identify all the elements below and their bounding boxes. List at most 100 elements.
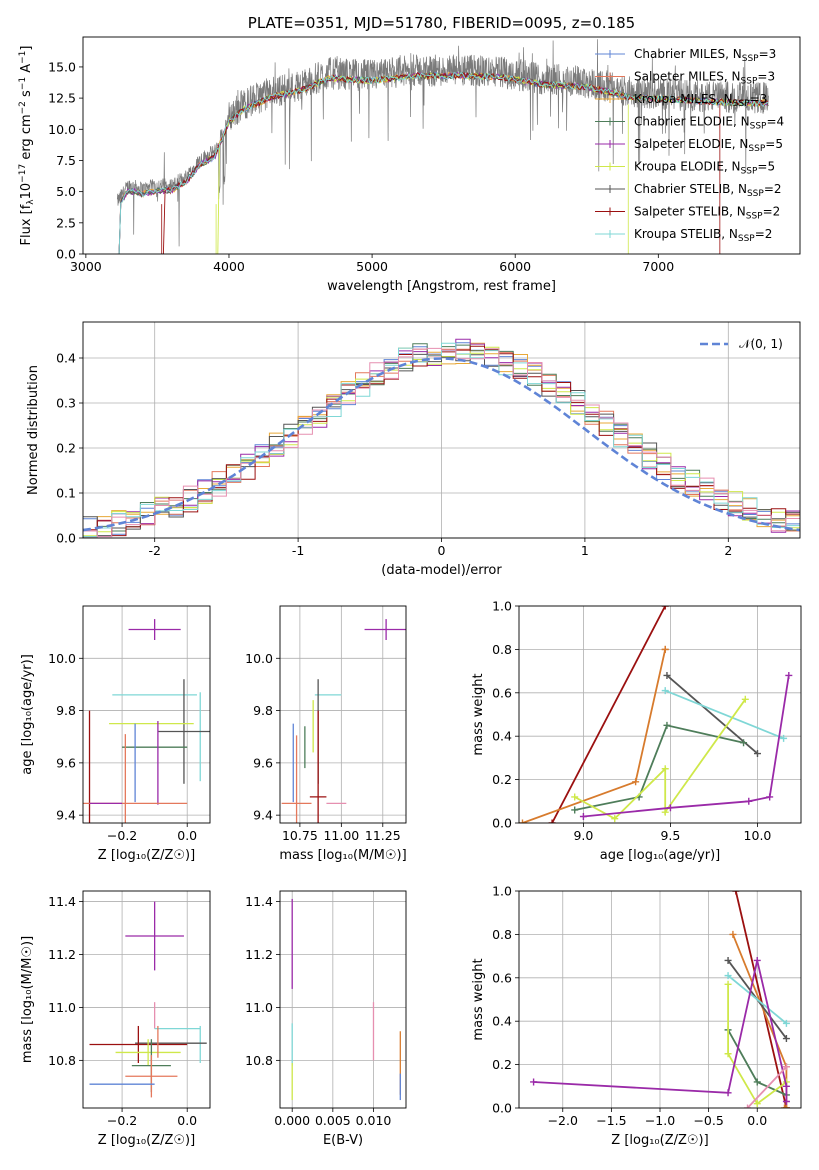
weight-marker bbox=[632, 778, 640, 786]
spectrum-panel: 3000 4000 5000 6000 7000 0.0 2.5 5.0 7.5 10.0 12.5… bbox=[18, 14, 801, 294]
errorbar-point bbox=[157, 679, 210, 784]
legend-name: Salpeter STELIB, N bbox=[634, 205, 746, 219]
x-tick-label: 0.0 bbox=[747, 1113, 767, 1128]
x-tick-label: 9.0 bbox=[573, 828, 593, 843]
x-axis-label: age [log₁₀(age/yr)] bbox=[600, 848, 721, 863]
weight-marker bbox=[729, 930, 737, 938]
normal-curve bbox=[83, 357, 800, 532]
weight-marker bbox=[753, 956, 761, 964]
weight-marker bbox=[724, 1050, 732, 1058]
y-axis-label: mass [log₁₀(M/M☉)] bbox=[20, 936, 35, 1063]
weight-marker bbox=[766, 793, 774, 801]
errorbar-point bbox=[125, 1055, 178, 1098]
y-axis-label-part: −1 bbox=[18, 51, 28, 64]
weight-line bbox=[574, 724, 744, 811]
x-tick-label: −0.5 bbox=[693, 1113, 723, 1128]
y-tick-label: 5.0 bbox=[56, 184, 76, 199]
weight-line bbox=[746, 1066, 788, 1108]
legend-label: Kroupa STELIB, NSSP=2 bbox=[634, 227, 772, 244]
weight-line bbox=[727, 974, 787, 1025]
legend-label: 𝒩(0, 1) bbox=[739, 337, 783, 351]
y-tick-label: 9.4 bbox=[56, 808, 76, 823]
errorbar-point bbox=[309, 710, 327, 823]
x-tick-label: −1.5 bbox=[596, 1113, 626, 1128]
errorbar-point bbox=[115, 1039, 181, 1066]
axes-frame bbox=[82, 605, 211, 824]
x-tick-label: −0.2 bbox=[107, 828, 137, 843]
y-tick-label: 11.4 bbox=[48, 894, 76, 909]
x-axis-label: Z [log₁₀(Z/Z☉)] bbox=[98, 1133, 195, 1148]
y-tick-label: 0.6 bbox=[492, 685, 512, 700]
axes-frame bbox=[82, 36, 801, 255]
x-tick-label: 0.0 bbox=[177, 1113, 197, 1128]
legend-name: Chabrier MILES, N bbox=[634, 47, 742, 61]
x-tick-label: 11.00 bbox=[323, 828, 359, 843]
legend-value: =2 bbox=[763, 205, 781, 219]
x-tick-label: 7000 bbox=[642, 259, 674, 274]
y-tick-label: 10.8 bbox=[48, 1053, 76, 1068]
weight-marker bbox=[519, 819, 526, 823]
weight-marker bbox=[745, 797, 753, 805]
x-tick-label: 1 bbox=[581, 543, 589, 558]
weight-line bbox=[574, 698, 747, 820]
weight-marker bbox=[782, 1082, 790, 1090]
y-tick-label: 0.8 bbox=[492, 927, 512, 942]
weight-marker bbox=[724, 972, 732, 980]
x-axis-label: wavelength [Angstrom, rest frame] bbox=[327, 279, 556, 294]
age-vs-metallicity-panel: −0.2 0.0 9.4 9.6 9.8 10.0 Z [log₁₀(Z/Z☉)] age [… bbox=[20, 605, 211, 863]
y-tick-label: 0.8 bbox=[492, 642, 512, 657]
residuals-panel: -2 -1 0 1 2 0.0 0.1 0.2 0.3 0.4 (data-model)/error… bbox=[26, 321, 801, 578]
weight-marker bbox=[661, 808, 669, 816]
weight-marker bbox=[785, 671, 793, 679]
weight-line bbox=[734, 891, 788, 1108]
weight-marker bbox=[661, 645, 669, 653]
legend-sub: SSP bbox=[733, 99, 750, 109]
x-tick-label: 0.005 bbox=[315, 1113, 351, 1128]
legend-sub: SSP bbox=[741, 167, 758, 177]
weight-marker bbox=[724, 956, 732, 964]
y-tick-label: 11.4 bbox=[245, 894, 273, 909]
y-tick-label: 12.5 bbox=[48, 91, 76, 106]
legend-label: Chabrier MILES, NSSP=3 bbox=[634, 47, 776, 64]
x-tick-label: −2.0 bbox=[548, 1113, 578, 1128]
x-tick-label: 3000 bbox=[70, 259, 102, 274]
axes-frame bbox=[518, 605, 802, 824]
y-tick-label: 11.0 bbox=[245, 1000, 273, 1015]
weight-marker bbox=[724, 980, 732, 988]
legend-value: =2 bbox=[755, 227, 773, 241]
legend-name: Salpeter ELODIE, N bbox=[634, 137, 748, 151]
y-axis-label: mass weight bbox=[471, 673, 486, 755]
legend-value: =4 bbox=[766, 115, 784, 129]
axes-frame bbox=[82, 890, 211, 1109]
y-tick-label: 0.0 bbox=[492, 1101, 512, 1116]
weight-marker bbox=[782, 1063, 790, 1071]
x-tick-label: 0 bbox=[438, 543, 446, 558]
weight-marker bbox=[782, 1104, 790, 1108]
x-axis-label: Z [log₁₀(Z/Z☉)] bbox=[611, 1133, 708, 1148]
weight-marker bbox=[744, 1104, 752, 1108]
x-tick-label: 10.75 bbox=[282, 828, 318, 843]
weight-marker bbox=[753, 1078, 761, 1086]
y-axis-label-part: s bbox=[19, 90, 34, 101]
errorbar-point bbox=[125, 901, 184, 971]
legend-label: Salpeter STELIB, NSSP=2 bbox=[634, 205, 780, 222]
legend-sub: SSP bbox=[750, 122, 767, 132]
y-tick-label: 9.4 bbox=[253, 808, 273, 823]
errorbar-point bbox=[89, 1025, 188, 1064]
weight-marker bbox=[571, 793, 579, 801]
y-tick-label: 15.0 bbox=[48, 59, 76, 74]
weight-line bbox=[551, 606, 666, 823]
x-tick-label: 2 bbox=[724, 543, 732, 558]
legend-name: Salpeter MILES, N bbox=[634, 70, 741, 84]
legend-label: Chabrier ELODIE, NSSP=4 bbox=[634, 115, 784, 132]
legend-name: Chabrier ELODIE, N bbox=[634, 115, 750, 129]
y-tick-label: 1.0 bbox=[492, 884, 512, 899]
x-tick-label: -1 bbox=[292, 543, 304, 558]
weight-vs-metallicity-panel: −2.0 −1.5 −1.0 −0.5 0.0 0.0 0.2 0.4 0.6 0.8 1.0 Z [… bbox=[471, 884, 802, 1148]
y-tick-label: 0.2 bbox=[492, 1057, 512, 1072]
legend-value: =5 bbox=[765, 137, 783, 151]
legend-value: =5 bbox=[757, 160, 775, 174]
y-axis-label-part: −2 bbox=[18, 101, 28, 114]
x-tick-label: −0.2 bbox=[107, 1113, 137, 1128]
